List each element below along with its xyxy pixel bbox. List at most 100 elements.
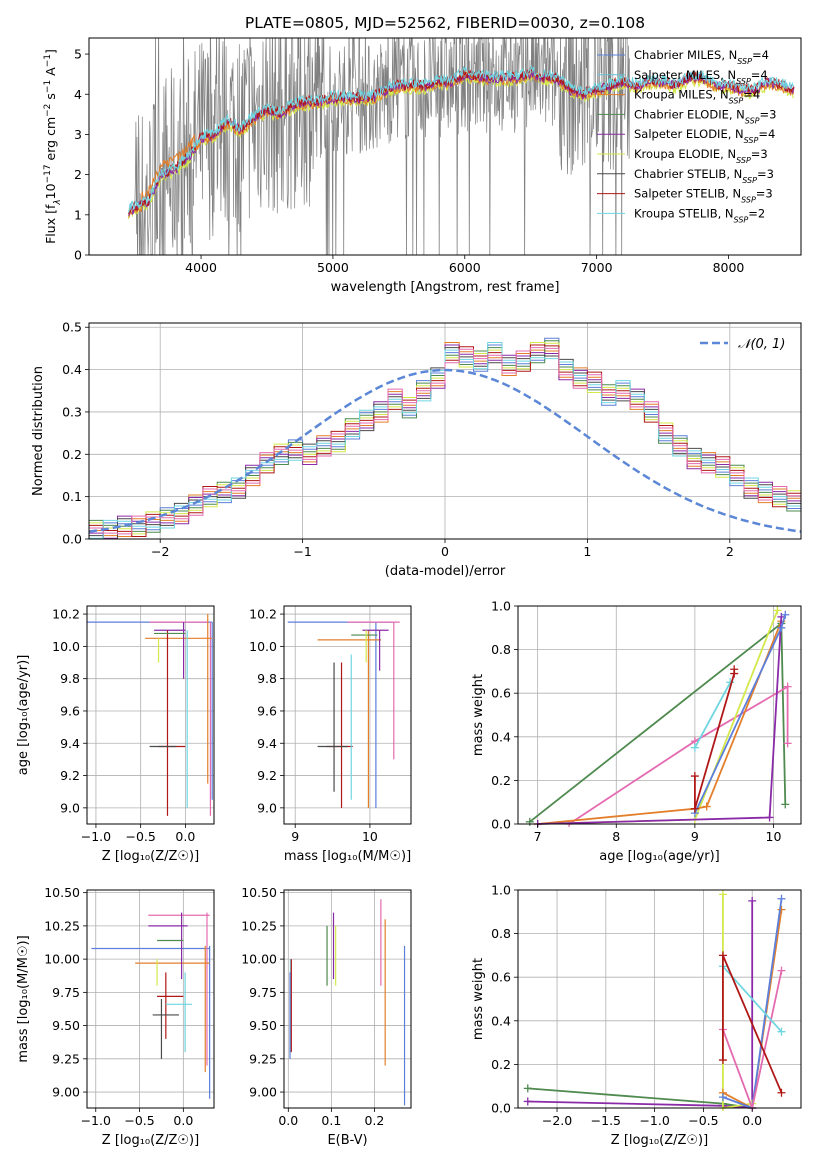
y-axis-label-part: −17: [43, 164, 53, 183]
y-axis-label-part: λ: [53, 199, 63, 205]
y-tick-label: 0.8: [491, 926, 511, 941]
y-tick-label: 9.0: [257, 800, 277, 815]
legend-label-part: =3: [756, 187, 773, 201]
weight-marker: [730, 665, 739, 674]
y-tick-label: 9.75: [52, 985, 80, 1000]
legend-label-part: Salpeter ELODIE, N: [634, 127, 744, 141]
weight-line: [527, 900, 754, 1109]
y-tick-label: 0.5: [62, 320, 82, 335]
x-tick-label: −0.5: [124, 1113, 154, 1128]
legend-label-part: Chabrier ELODIE, N: [634, 107, 745, 121]
legend-label-part: =4: [752, 48, 769, 62]
gaussian-curve: [89, 368, 801, 533]
legend-label-part: Salpeter MILES, N: [634, 68, 736, 82]
legend-label-part: =4: [751, 68, 768, 82]
x-tick-label: 0.0: [278, 1113, 298, 1128]
legend-label-part: SSP: [742, 175, 757, 184]
legend-label-part: =3: [757, 167, 774, 181]
y-tick-label: 9.50: [249, 1018, 277, 1033]
weight-marker: [783, 739, 792, 748]
y-tick-label: 0.0: [491, 817, 511, 832]
legend-label-part: Kroupa MILES, N: [634, 88, 729, 102]
x-tick-label: 5000: [317, 260, 349, 275]
spectrum-area: [128, 38, 795, 255]
y-axis-label: mass weight: [471, 674, 486, 756]
y-tick-label: 0.2: [491, 773, 511, 788]
y-tick-label: 1.0: [491, 599, 511, 614]
y-tick-label: 9.0: [60, 800, 80, 815]
x-tick-label: 4000: [185, 260, 217, 275]
y-axis-label-part: s: [43, 93, 58, 104]
legend-label: 𝒩(0, 1): [738, 337, 785, 352]
legend-label-part: Chabrier STELIB, N: [634, 167, 742, 181]
x-tick-label: 10: [766, 829, 782, 844]
weight-marker: [523, 1084, 532, 1093]
weight-marker: [777, 1088, 786, 1097]
weight-marker: [718, 890, 727, 899]
weight-line: [529, 621, 787, 823]
y-tick-label: 9.4: [257, 736, 277, 751]
axes-frame: [86, 889, 215, 1109]
y-axis-label: age [log₁₀(age/yr)]: [16, 655, 31, 776]
plot-area: [89, 337, 801, 539]
legend-label-part: SSP: [734, 215, 749, 224]
weight-marker: [777, 1027, 786, 1036]
errorbar-area: [289, 899, 406, 1106]
errorbar-area: [91, 912, 211, 1099]
y-tick-label: 2: [74, 167, 82, 182]
panel-residuals: −2 −1 0 1 2 0.0 0.1 0.2 0.3 0.4 0.5 (data-model)/er…: [31, 320, 802, 579]
weight-marker: [777, 905, 786, 914]
y-tick-label: 1.0: [491, 883, 511, 898]
plot-area: [91, 912, 211, 1099]
weight-line: [568, 685, 789, 825]
y-tick-label: 0: [74, 248, 82, 263]
y-tick-label: 9.25: [249, 1051, 277, 1066]
x-tick-label: −0.5: [125, 829, 155, 844]
panel-age-vs-Z: −1.0 −0.5 0.0 9.0 9.2 9.4 9.6 9.8 10.0 10.2 Z [log…: [16, 605, 215, 864]
y-tick-label: 10.00: [241, 952, 277, 967]
x-tick-label: −2: [151, 544, 169, 559]
legend-label-part: SSP: [736, 76, 751, 85]
y-axis-label: Normed distribution: [31, 366, 46, 496]
y-axis-label: mass weight: [471, 958, 486, 1040]
x-tick-label: −2.0: [542, 1113, 572, 1128]
axes-frame: [283, 605, 412, 825]
weight-marker: [523, 1097, 532, 1106]
y-tick-label: 10.25: [44, 918, 80, 933]
y-tick-label: 9.00: [52, 1085, 80, 1100]
y-tick-label: 0.2: [62, 447, 82, 462]
panel-mass-vs-Z: −1.0 −0.5 0.0 9.00 9.25 9.50 9.75 10.00 10.25 10.…: [16, 885, 215, 1148]
y-tick-label: 10.2: [249, 607, 277, 622]
weight-line: [694, 681, 732, 749]
weight-marker: [777, 623, 786, 632]
x-axis-label: Z [log₁₀(Z/Z☉)]: [611, 1133, 708, 1148]
y-axis-label-part: −1: [43, 54, 53, 67]
y-tick-label: 10.50: [44, 885, 80, 900]
x-tick-label: 2: [726, 544, 734, 559]
x-tick-label: −1: [293, 544, 311, 559]
y-tick-label: 0.8: [491, 642, 511, 657]
weight-marker: [783, 682, 792, 691]
x-tick-label: 0.0: [173, 1113, 193, 1128]
x-tick-label: 1: [583, 544, 591, 559]
panel-mass-vs-EBV: 0.0 0.1 0.2 9.00 9.25 9.50 9.75 10.00 10.25 10.50…: [241, 885, 412, 1148]
axes-frame: [86, 605, 215, 825]
panel-mass-weight-vs-Z: −2.0 −1.5 −1.0 −0.5 0.0 0.0 0.2 0.4 0.6 0.8 1.0 Z […: [471, 883, 802, 1148]
panel-spectrum: 4000 5000 6000 7000 8000 0 1 2 3 4 5 wavelength [An…: [43, 37, 802, 295]
x-tick-label: 0.2: [364, 1113, 384, 1128]
y-tick-label: 9.2: [257, 768, 277, 783]
legend-label: Kroupa MILES, NSSP=4: [634, 88, 760, 106]
weight-marker: [773, 606, 782, 615]
weight-marker: [718, 1093, 727, 1102]
weight-marker: [690, 772, 699, 781]
x-tick-label: −1.0: [639, 1113, 669, 1128]
histogram-salpeter-stelib: [89, 344, 801, 537]
y-tick-label: 0.0: [491, 1101, 511, 1116]
y-tick-label: 9.50: [52, 1018, 80, 1033]
y-tick-label: 9.00: [249, 1085, 277, 1100]
weight-marker: [777, 966, 786, 975]
y-tick-label: 0.6: [491, 686, 511, 701]
histogram-chabrier-miles: [89, 337, 801, 539]
legend-label-part: =4: [758, 127, 775, 141]
weight-marker: [718, 951, 727, 960]
